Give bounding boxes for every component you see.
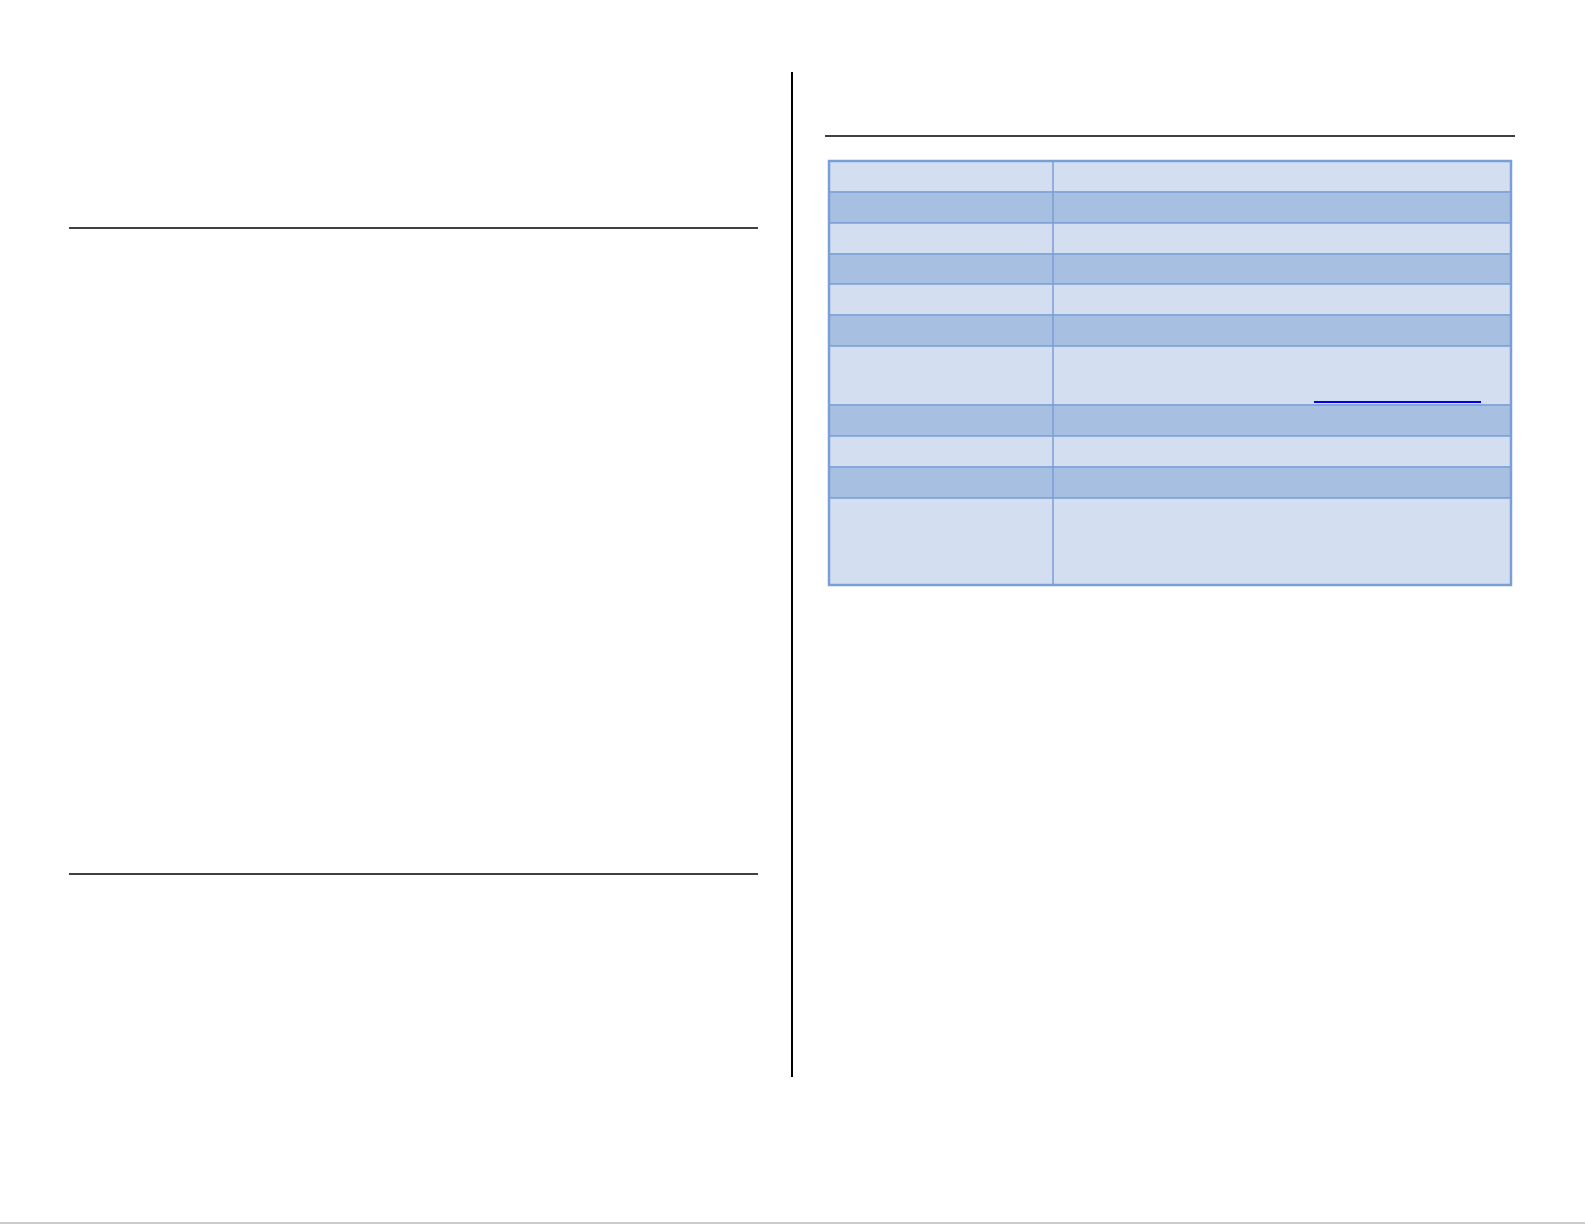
- table-row: [828, 191, 1512, 224]
- table-row: [828, 160, 1512, 193]
- table-row: [828, 283, 1512, 316]
- table-row: [828, 314, 1512, 347]
- table-row: [828, 253, 1512, 285]
- table-border: [827, 159, 1513, 587]
- table-row: [828, 435, 1512, 468]
- table-row: [828, 345, 1512, 406]
- table-row: [828, 222, 1512, 255]
- table-row: [828, 497, 1512, 586]
- table-row: [828, 404, 1512, 437]
- table-row: [828, 466, 1512, 499]
- info-table: [827, 159, 1513, 587]
